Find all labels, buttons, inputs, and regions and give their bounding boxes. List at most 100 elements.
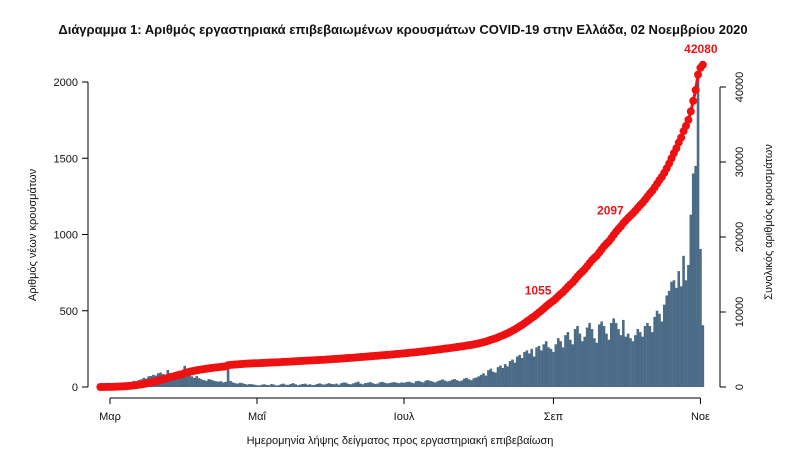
bar — [221, 382, 225, 387]
bar — [422, 382, 425, 387]
bar — [173, 374, 177, 387]
bar — [655, 310, 659, 387]
bar — [515, 356, 519, 387]
bar — [366, 382, 370, 387]
bar — [400, 382, 403, 387]
bar — [253, 384, 256, 387]
bar — [641, 336, 644, 387]
bar — [229, 380, 232, 387]
y-tick-label-left: 1500 — [54, 153, 78, 165]
bar — [299, 384, 302, 387]
bar — [195, 376, 199, 387]
bar — [672, 280, 676, 387]
x-axis-label: Ημερομηνία λήψης δείγματος προς εργαστηρ… — [247, 435, 554, 447]
bar — [665, 295, 669, 387]
bar — [467, 379, 471, 387]
bar — [207, 379, 211, 387]
bar — [506, 366, 509, 387]
bar — [248, 383, 252, 387]
bar — [607, 339, 611, 387]
bar — [255, 385, 259, 387]
bar — [472, 378, 476, 387]
annotation-label: 2097 — [597, 204, 624, 218]
y-tick-label-right: 10000 — [734, 297, 746, 328]
bar — [190, 376, 194, 387]
bar — [573, 329, 577, 387]
bar — [417, 380, 420, 387]
bar — [308, 384, 312, 387]
cumulative-point — [677, 133, 686, 142]
bar — [272, 384, 276, 387]
bar — [477, 376, 481, 387]
bar — [359, 383, 362, 387]
bar — [246, 384, 249, 387]
y-tick-label-right: 40000 — [734, 72, 746, 103]
bar — [323, 384, 326, 387]
bar — [426, 380, 430, 387]
bar — [588, 322, 591, 387]
bar — [176, 372, 179, 387]
bar — [631, 341, 635, 387]
bar — [347, 383, 350, 387]
bar — [556, 338, 560, 387]
bar — [405, 382, 408, 387]
bar — [279, 384, 283, 387]
bar — [675, 287, 678, 387]
bar — [188, 374, 191, 387]
bar — [250, 384, 254, 387]
cumulative-point — [689, 96, 698, 105]
bar — [311, 385, 314, 387]
bar — [508, 361, 512, 387]
bar — [569, 339, 572, 387]
bar — [453, 379, 456, 387]
bar — [361, 384, 365, 387]
bar — [701, 325, 705, 387]
bar — [638, 332, 642, 387]
bar — [219, 381, 223, 387]
bar — [226, 362, 230, 387]
bar — [540, 350, 543, 387]
bar — [267, 385, 271, 387]
bar — [381, 381, 384, 387]
bar — [313, 384, 317, 387]
bar — [465, 377, 468, 387]
bar — [691, 173, 695, 387]
chart-title: Διάγραμμα 1: Αριθμός εργαστηριακά επιβεβ… — [58, 22, 747, 37]
bar — [231, 382, 235, 387]
bar — [636, 329, 640, 387]
bar — [626, 333, 630, 387]
bar — [475, 377, 478, 387]
bar — [412, 383, 415, 387]
bar — [376, 383, 379, 387]
bar — [277, 385, 280, 387]
bar — [605, 333, 608, 387]
bar — [499, 365, 502, 387]
bar — [171, 375, 174, 387]
bar — [684, 280, 688, 387]
bar — [431, 381, 435, 387]
x-tick-label: Νοε — [691, 411, 710, 423]
bar — [368, 382, 372, 387]
bar — [419, 381, 423, 387]
bar — [296, 385, 300, 387]
bar — [689, 214, 693, 387]
bar — [294, 384, 297, 387]
bar — [318, 383, 321, 387]
y-tick-label-left: 500 — [60, 306, 78, 318]
bar — [663, 304, 666, 387]
bar — [328, 383, 331, 387]
bar — [525, 350, 529, 387]
bar — [501, 367, 505, 387]
bar — [489, 368, 493, 387]
bar — [650, 332, 654, 387]
cumulative-series — [96, 60, 707, 391]
bar — [438, 380, 442, 387]
bar — [315, 383, 319, 387]
bar — [265, 384, 268, 387]
cumulative-point — [691, 86, 700, 95]
bar — [520, 358, 524, 387]
bar — [462, 378, 466, 387]
bar — [352, 383, 355, 387]
bar — [547, 347, 550, 387]
bar — [378, 382, 382, 387]
